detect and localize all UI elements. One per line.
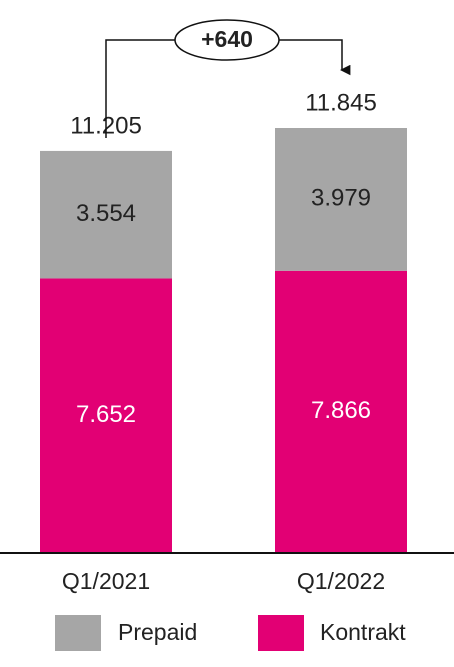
total-label: 11.845 [305,89,377,116]
value-label: 3.979 [311,185,371,212]
x-tick-label: Q1/2022 [297,568,385,594]
legend-swatch [55,615,101,651]
value-label: 3.554 [76,200,136,227]
value-label: 7.866 [311,397,371,424]
bar-segment [40,278,172,553]
difference-bubble [174,19,280,61]
bracket-right [279,39,351,76]
bracket-left [105,39,176,138]
legend-swatch [258,615,304,651]
value-label: 7.652 [76,401,136,428]
bar-segment [275,270,407,553]
difference-label: +640 [201,26,253,52]
legend-label: Prepaid [118,619,197,645]
bar-segment [275,128,407,271]
legend-label: Kontrakt [320,619,406,645]
x-tick-label: Q1/2021 [62,568,150,594]
bar-segment [40,150,172,279]
